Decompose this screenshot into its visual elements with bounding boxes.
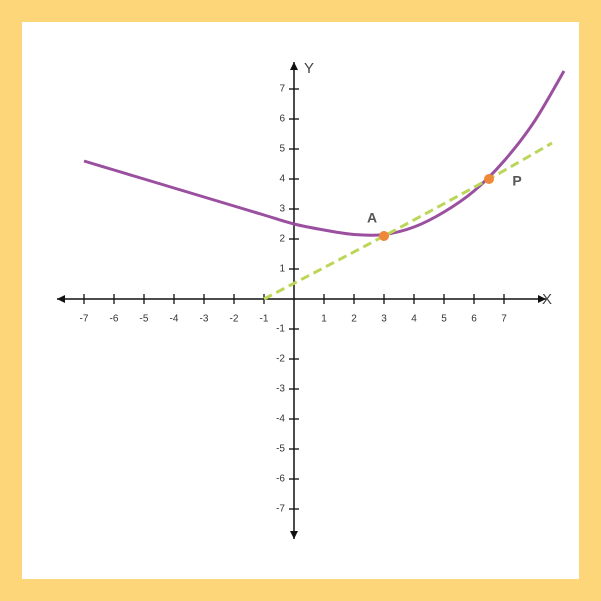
x-tick-label: 5 bbox=[441, 314, 447, 325]
series-line bbox=[83, 70, 566, 237]
series-line bbox=[263, 141, 553, 301]
point bbox=[379, 231, 389, 241]
x-tick-label: -4 bbox=[170, 314, 179, 325]
y-tick-label: -4 bbox=[276, 414, 285, 425]
x-tick-label: -2 bbox=[230, 314, 239, 325]
point-label: A bbox=[367, 210, 377, 226]
y-tick-label: 1 bbox=[279, 264, 285, 275]
x-tick-label: -3 bbox=[200, 314, 209, 325]
y-tick-label: -2 bbox=[276, 354, 285, 365]
y-tick-label: 3 bbox=[279, 204, 285, 215]
y-tick-label: -5 bbox=[276, 444, 285, 455]
y-tick-label: -3 bbox=[276, 384, 285, 395]
x-tick-label: 4 bbox=[411, 314, 417, 325]
y-tick-label: -6 bbox=[276, 474, 285, 485]
plot-frame bbox=[22, 22, 579, 579]
y-tick-label: 2 bbox=[279, 234, 285, 245]
y-tick-label: 5 bbox=[279, 144, 285, 155]
y-tick-label: 4 bbox=[279, 174, 285, 185]
x-tick-label: 1 bbox=[321, 314, 327, 325]
y-tick-label: 6 bbox=[279, 114, 285, 125]
arrow bbox=[57, 62, 546, 539]
x-tick-label: -7 bbox=[80, 314, 89, 325]
x-tick-label: -5 bbox=[140, 314, 149, 325]
point-label: P bbox=[512, 173, 521, 189]
y-tick-label: -1 bbox=[276, 324, 285, 335]
x-tick-label: 7 bbox=[501, 314, 507, 325]
x-tick-label: 6 bbox=[471, 314, 477, 325]
x-tick-label: -1 bbox=[260, 314, 269, 325]
x-tick-label: 3 bbox=[381, 314, 387, 325]
x-tick-label: -6 bbox=[110, 314, 119, 325]
point bbox=[484, 174, 494, 184]
y-tick-label: 7 bbox=[279, 84, 285, 95]
y-axis-label: Y bbox=[304, 60, 314, 77]
x-tick-label: 2 bbox=[351, 314, 357, 325]
x-axis-label: X bbox=[542, 291, 552, 308]
y-tick-label: -7 bbox=[276, 504, 285, 515]
